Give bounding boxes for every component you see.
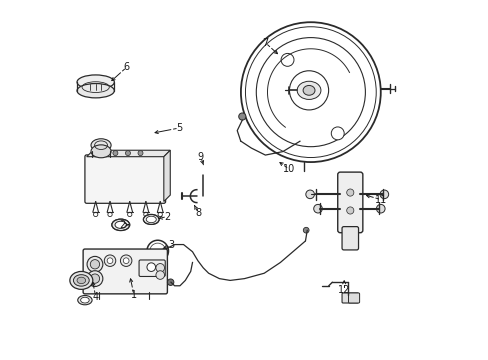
Circle shape [125, 150, 130, 156]
Circle shape [149, 243, 165, 259]
Ellipse shape [70, 271, 93, 289]
Circle shape [93, 212, 98, 217]
Circle shape [167, 279, 174, 285]
Circle shape [87, 256, 102, 272]
Text: 4: 4 [92, 292, 99, 302]
Ellipse shape [143, 215, 159, 225]
Polygon shape [86, 150, 170, 157]
Text: 10: 10 [283, 164, 295, 174]
Circle shape [156, 264, 164, 272]
Ellipse shape [91, 139, 111, 152]
Circle shape [123, 258, 129, 264]
FancyBboxPatch shape [85, 155, 165, 203]
FancyBboxPatch shape [83, 249, 167, 294]
Ellipse shape [146, 216, 156, 223]
Circle shape [120, 255, 132, 266]
Ellipse shape [115, 221, 126, 228]
Circle shape [379, 190, 388, 199]
Circle shape [241, 22, 380, 162]
Ellipse shape [78, 296, 92, 305]
Ellipse shape [112, 219, 129, 230]
Circle shape [107, 258, 113, 264]
Circle shape [147, 240, 168, 262]
Circle shape [90, 260, 100, 269]
Circle shape [90, 274, 100, 283]
Text: 7: 7 [262, 38, 268, 48]
Ellipse shape [81, 297, 89, 303]
Text: 2: 2 [164, 212, 170, 221]
FancyBboxPatch shape [337, 172, 362, 233]
Circle shape [158, 212, 162, 217]
Ellipse shape [303, 85, 314, 95]
Text: 9: 9 [197, 152, 203, 162]
Ellipse shape [77, 277, 85, 284]
Circle shape [238, 113, 245, 120]
Circle shape [281, 53, 293, 66]
FancyBboxPatch shape [139, 260, 165, 276]
Circle shape [376, 204, 384, 213]
Circle shape [87, 271, 102, 287]
Circle shape [127, 212, 132, 217]
Polygon shape [163, 150, 170, 202]
FancyBboxPatch shape [341, 293, 358, 303]
Circle shape [305, 190, 314, 199]
FancyBboxPatch shape [348, 293, 359, 303]
Ellipse shape [73, 275, 89, 286]
Text: 11: 11 [375, 195, 387, 205]
Ellipse shape [91, 145, 111, 158]
Text: 1: 1 [131, 291, 137, 301]
Ellipse shape [297, 81, 320, 99]
Circle shape [147, 263, 155, 271]
Circle shape [143, 212, 148, 217]
Circle shape [330, 127, 344, 140]
Circle shape [346, 207, 353, 214]
Circle shape [313, 204, 322, 213]
Ellipse shape [77, 84, 114, 98]
Text: 2: 2 [119, 220, 125, 230]
Ellipse shape [77, 75, 114, 89]
Circle shape [303, 227, 308, 233]
Text: 5: 5 [176, 123, 182, 133]
Text: 12: 12 [337, 285, 350, 296]
Circle shape [108, 212, 112, 217]
Text: 8: 8 [195, 208, 201, 219]
Text: 3: 3 [167, 240, 174, 250]
Circle shape [346, 189, 353, 196]
FancyBboxPatch shape [83, 249, 167, 294]
Circle shape [113, 150, 118, 156]
Circle shape [104, 255, 116, 266]
FancyBboxPatch shape [341, 226, 358, 250]
Circle shape [138, 150, 142, 156]
Text: 6: 6 [123, 62, 130, 72]
Circle shape [156, 271, 164, 279]
